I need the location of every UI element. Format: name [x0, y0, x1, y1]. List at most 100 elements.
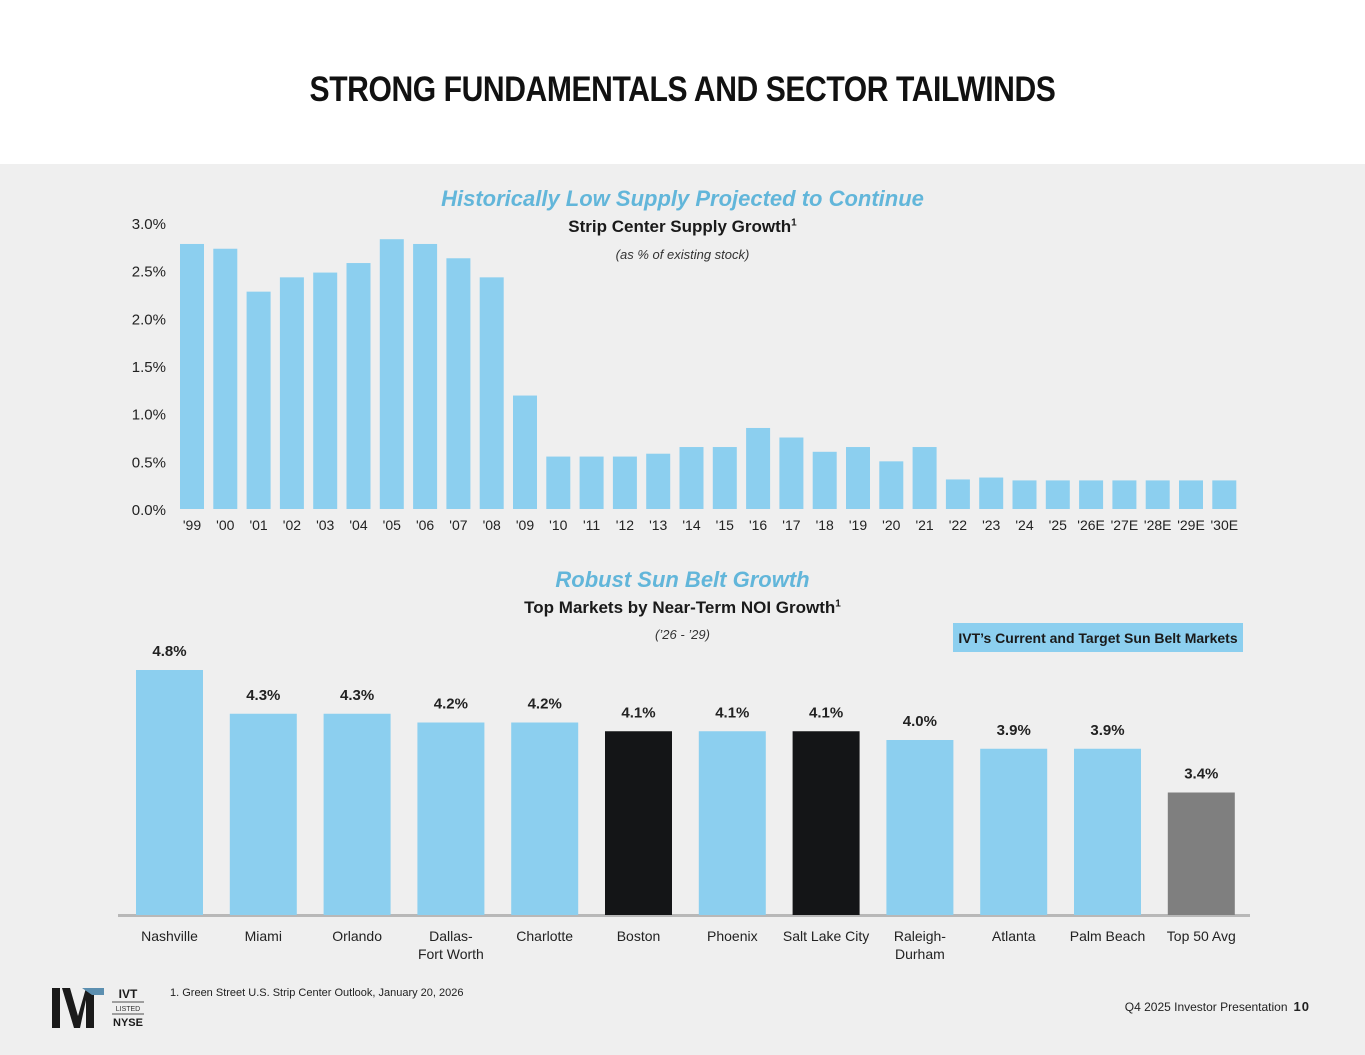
- logo-exchange: NYSE: [113, 1017, 143, 1029]
- x-tick-label: '15: [716, 517, 734, 533]
- noi-chart-heading: Robust Sun Belt Growth: [555, 567, 810, 592]
- category-label: Raleigh-Durham: [894, 928, 946, 962]
- x-tick-label: '17: [782, 517, 800, 533]
- x-tick-label: '02: [283, 517, 301, 533]
- x-tick-label: '20: [882, 517, 900, 533]
- data-label: 4.2%: [434, 696, 468, 713]
- supply-bar: [646, 453, 671, 509]
- supply-bar: [213, 248, 238, 510]
- noi-bar: [605, 731, 672, 915]
- x-tick-label: '28E: [1144, 517, 1172, 533]
- supply-chart-title: Strip Center Supply Growth1: [568, 217, 797, 236]
- supply-bar: [879, 461, 904, 509]
- supply-bar: [1212, 480, 1237, 509]
- x-tick-label: '03: [316, 517, 334, 533]
- source-footnote: 1. Green Street U.S. Strip Center Outloo…: [170, 987, 464, 999]
- noi-bar: [886, 740, 954, 915]
- noi-bar: [417, 722, 485, 915]
- category-label: Salt Lake City: [783, 928, 869, 944]
- supply-bar: [1079, 480, 1104, 509]
- supply-bar: [1145, 480, 1170, 509]
- supply-bar: [812, 451, 837, 509]
- page-number: 10: [1293, 999, 1310, 1014]
- supply-bar: [180, 243, 204, 509]
- y-tick-label: 2.5%: [132, 264, 166, 281]
- supply-bar: [779, 437, 804, 509]
- x-tick-label: '08: [483, 517, 501, 533]
- page-title: STRONG FUNDAMENTALS AND SECTOR TAILWINDS: [309, 70, 1056, 109]
- data-label: 3.9%: [1090, 722, 1124, 739]
- x-tick-label: '19: [849, 517, 867, 533]
- x-tick-label: '21: [915, 517, 933, 533]
- data-label: 3.9%: [997, 722, 1031, 739]
- supply-bar: [379, 239, 404, 509]
- category-label: Palm Beach: [1070, 928, 1145, 944]
- supply-bar: [1045, 480, 1070, 509]
- x-tick-label: '29E: [1177, 517, 1205, 533]
- supply-bar: [513, 395, 537, 509]
- x-tick-label: '01: [249, 517, 267, 533]
- noi-bar: [698, 731, 766, 915]
- supply-bar: [246, 291, 271, 509]
- x-tick-label: '27E: [1111, 517, 1139, 533]
- supply-chart-heading: Historically Low Supply Projected to Con…: [441, 186, 924, 211]
- supply-bar: [846, 447, 870, 509]
- data-label: 4.1%: [621, 704, 655, 721]
- supply-bar: [1012, 480, 1037, 509]
- x-tick-label: '23: [982, 517, 1000, 533]
- presentation-label: Q4 2025 Investor Presentation: [1124, 1000, 1288, 1014]
- supply-bar: [746, 427, 771, 509]
- ivt-nyse-logo: IVT LISTED NYSE: [52, 987, 144, 1029]
- supply-bar: [912, 447, 937, 509]
- category-label: Miami: [245, 928, 282, 944]
- logo-ticker: IVT: [119, 987, 138, 1001]
- category-label: Nashville: [141, 928, 198, 944]
- supply-bar: [945, 479, 970, 509]
- y-tick-label: 0.5%: [132, 454, 166, 471]
- supply-bar: [712, 447, 737, 509]
- x-tick-label: '07: [449, 517, 467, 533]
- x-tick-label: '18: [816, 517, 834, 533]
- x-tick-label: '30E: [1211, 517, 1239, 533]
- category-label: Phoenix: [707, 928, 758, 944]
- noi-bar: [511, 722, 579, 915]
- y-tick-label: 3.0%: [132, 216, 166, 233]
- x-axis-line: [118, 914, 1250, 917]
- data-label: 4.1%: [809, 704, 843, 721]
- y-tick-label: 2.0%: [132, 311, 166, 328]
- y-tick-label: 1.0%: [132, 407, 166, 424]
- category-label: Charlotte: [516, 928, 573, 944]
- supply-bar: [979, 477, 1004, 509]
- x-tick-label: '05: [383, 517, 401, 533]
- x-tick-label: '99: [183, 517, 201, 533]
- y-tick-label: 0.0%: [132, 502, 166, 519]
- category-label: Orlando: [332, 928, 382, 944]
- noi-bar: [980, 748, 1048, 915]
- supply-bar: [413, 243, 438, 509]
- supply-bar: [479, 277, 504, 509]
- data-label: 4.0%: [903, 713, 937, 730]
- supply-bar: [1112, 480, 1137, 509]
- noi-bar: [323, 713, 391, 915]
- noi-chart-subtitle: (’26 - ’29): [655, 627, 710, 642]
- x-tick-label: '13: [649, 517, 667, 533]
- supply-growth-chart: 0.0% 0.5% 1.0% 1.5% 2.0% 2.5% 3.0% '99 '00 '01 '02…: [132, 216, 1239, 533]
- data-label: 4.8%: [152, 643, 186, 660]
- supply-bar: [1179, 480, 1203, 509]
- x-tick-label: '09: [516, 517, 534, 533]
- data-label: 4.1%: [715, 704, 749, 721]
- supply-bar: [313, 272, 338, 509]
- x-tick-label: '10: [549, 517, 567, 533]
- sunbelt-legend: IVT’s Current and Target Sun Belt Market…: [953, 623, 1243, 652]
- category-label: Dallas-Fort Worth: [418, 928, 484, 962]
- noi-bar: [792, 731, 860, 915]
- noi-bar: [1074, 748, 1141, 915]
- x-tick-label: '12: [616, 517, 634, 533]
- logo-listed: LISTED: [116, 1006, 141, 1013]
- x-tick-label: '00: [216, 517, 234, 533]
- footer: Q4 2025 Investor Presentation 10: [1125, 999, 1310, 1014]
- x-tick-label: '06: [416, 517, 434, 533]
- y-tick-label: 1.5%: [132, 359, 166, 376]
- noi-growth-chart: 4.8% Nashville 4.3% Miami 4.3% Orlando 4.2% Dal…: [118, 643, 1250, 962]
- supply-bar: [446, 258, 471, 509]
